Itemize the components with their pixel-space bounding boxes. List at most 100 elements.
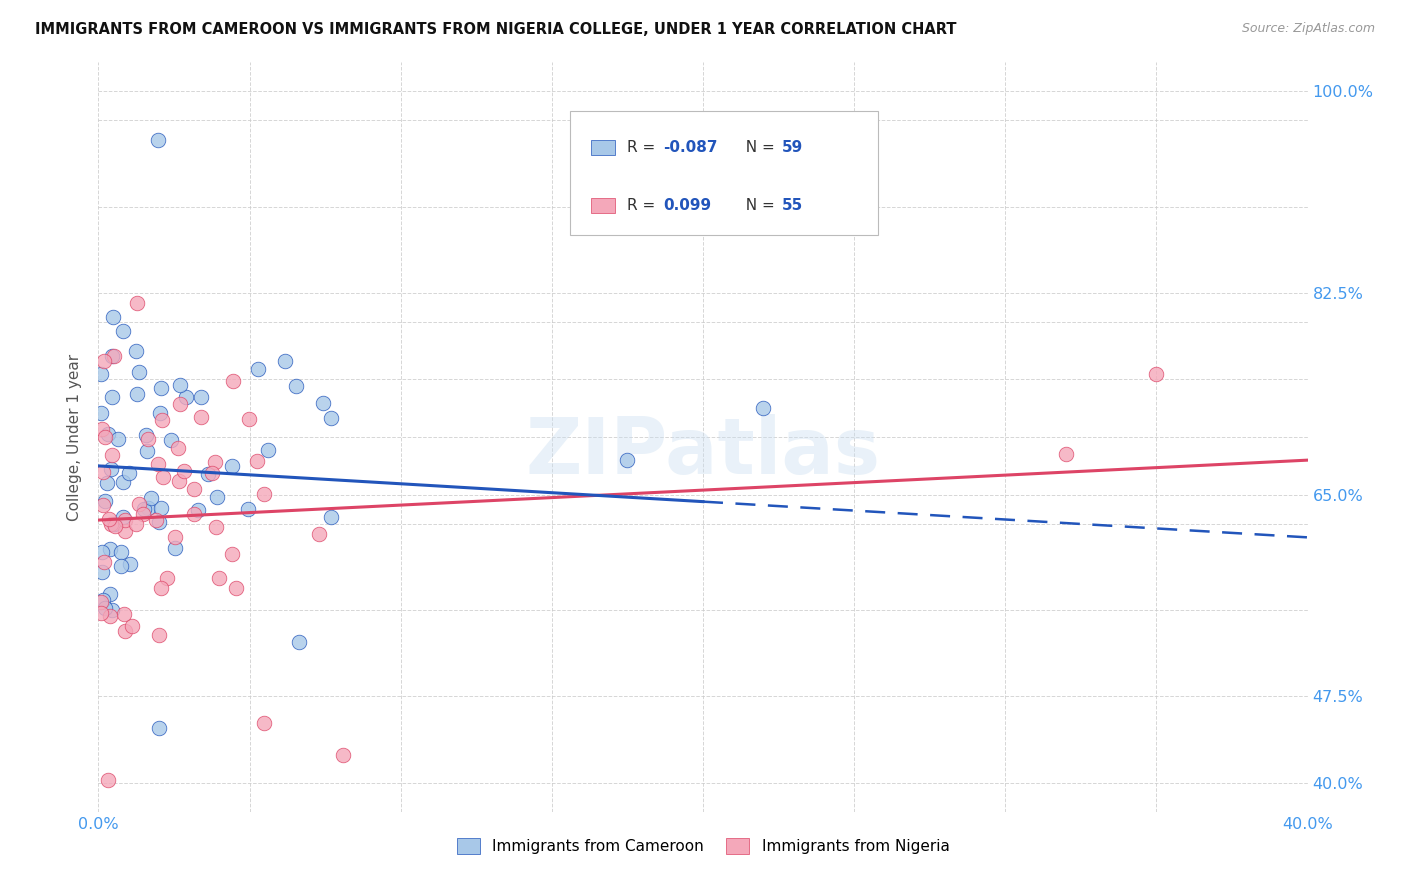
Point [190, 410, 212, 425]
Point [103, 310, 125, 325]
Point [114, 624, 136, 638]
Point [1054, 447, 1077, 461]
Point [111, 509, 134, 524]
FancyBboxPatch shape [569, 112, 879, 235]
Point [173, 464, 195, 478]
Point [100, 603, 122, 617]
Point [165, 530, 187, 544]
Point [167, 474, 190, 488]
Point [132, 502, 155, 516]
Bar [591, 198, 614, 213]
Point [101, 349, 124, 363]
Point [165, 541, 187, 556]
Point [90, 406, 112, 420]
Point [253, 716, 276, 731]
Point [148, 405, 170, 419]
Point [135, 427, 157, 442]
Point [90, 595, 112, 609]
Point [118, 466, 141, 480]
Point [97, 426, 120, 441]
Point [332, 747, 354, 762]
Point [136, 500, 159, 515]
Point [321, 411, 343, 425]
Point [319, 509, 342, 524]
Point [98, 541, 121, 556]
Point [97, 772, 120, 787]
Point [91, 593, 114, 607]
Text: 0.099: 0.099 [664, 198, 711, 213]
Point [169, 378, 191, 392]
Point [204, 455, 226, 469]
Point [238, 502, 260, 516]
Text: IMMIGRANTS FROM CAMEROON VS IMMIGRANTS FROM NIGERIA COLLEGE, UNDER 1 YEAR CORREL: IMMIGRANTS FROM CAMEROON VS IMMIGRANTS F… [35, 22, 956, 37]
Point [253, 486, 276, 500]
Point [149, 581, 172, 595]
Point [90, 607, 112, 621]
Point [111, 475, 134, 489]
Point [100, 517, 122, 532]
Point [311, 395, 333, 409]
Point [274, 354, 297, 368]
Point [93, 555, 115, 569]
Point [128, 497, 150, 511]
Point [114, 513, 136, 527]
Point [205, 490, 228, 504]
Point [110, 545, 132, 559]
Text: R =: R = [627, 140, 659, 155]
Point [104, 519, 127, 533]
Point [110, 558, 132, 573]
Point [128, 365, 150, 379]
Point [125, 386, 148, 401]
Point [121, 619, 143, 633]
Text: 59: 59 [782, 140, 803, 155]
Point [201, 466, 224, 480]
Point [146, 457, 169, 471]
Point [246, 453, 269, 467]
Point [96, 476, 118, 491]
Point [257, 442, 280, 457]
Point [125, 516, 148, 531]
Point [190, 390, 212, 404]
Point [247, 362, 270, 376]
Point [225, 581, 247, 595]
Point [1144, 367, 1167, 381]
Text: ZIPatlas: ZIPatlas [526, 414, 880, 490]
Point [118, 557, 141, 571]
Point [91, 498, 114, 512]
Point [752, 401, 775, 416]
Point [221, 458, 243, 473]
Point [90, 368, 112, 382]
Point [222, 374, 245, 388]
Point [183, 507, 205, 521]
Point [169, 397, 191, 411]
Point [132, 507, 155, 521]
Point [138, 433, 160, 447]
Point [103, 349, 125, 363]
Point [287, 635, 309, 649]
Point [145, 514, 167, 528]
Point [94, 430, 117, 444]
Point [308, 527, 330, 541]
Point [91, 465, 114, 479]
Text: -0.087: -0.087 [664, 140, 717, 155]
Point [205, 520, 228, 534]
Text: N =: N = [735, 140, 779, 155]
Point [183, 482, 205, 496]
Point [149, 501, 172, 516]
Point [150, 413, 173, 427]
Point [208, 571, 231, 585]
Point [238, 412, 260, 426]
Point [146, 133, 169, 147]
Point [150, 381, 173, 395]
Point [100, 462, 122, 476]
Text: N =: N = [735, 198, 779, 213]
Point [101, 391, 124, 405]
Point [152, 470, 174, 484]
Y-axis label: College, Under 1 year: College, Under 1 year [67, 353, 83, 521]
Bar [591, 140, 614, 155]
Point [616, 453, 638, 467]
Point [285, 378, 308, 392]
Point [221, 547, 243, 561]
Point [174, 390, 197, 404]
Point [93, 353, 115, 368]
